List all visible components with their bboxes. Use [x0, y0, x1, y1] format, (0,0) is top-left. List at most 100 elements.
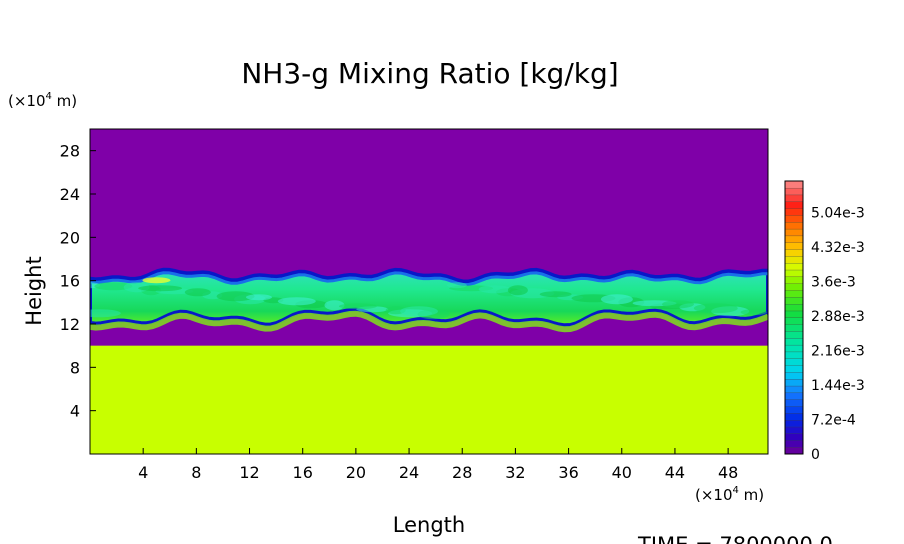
cloud-speckle [90, 277, 768, 333]
chart-title: NH3-g Mixing Ratio [kg/kg] [241, 57, 618, 90]
colorbar-segment [784, 378, 804, 387]
colorbar-segment [784, 392, 804, 400]
cloud-texture [740, 309, 767, 316]
colorbar-segment [784, 385, 804, 394]
colorbar-label: 0 [811, 447, 820, 463]
cloud-texture [478, 285, 511, 294]
colorbar-segment [784, 303, 804, 312]
colorbar-segment [784, 337, 804, 346]
y-tick-label: 20 [60, 228, 80, 247]
time-footer: TIME = 7800000.0 [637, 533, 833, 544]
cloud-texture [693, 303, 738, 314]
colorbar-segment [784, 201, 804, 209]
colorbar-segment [784, 208, 804, 216]
x-tick-label: 12 [239, 463, 259, 482]
colorbar-label: 4.32e-3 [811, 240, 865, 256]
colorbar-segment [784, 221, 804, 230]
x-tick-label: 48 [718, 463, 738, 482]
cloud-texture [184, 288, 211, 297]
y-unit-label: (×104 m) [8, 91, 77, 110]
colorbar-segment [784, 426, 804, 434]
colorbar-segment [784, 406, 804, 414]
colorbar-segment [784, 344, 804, 353]
colorbar-segment [784, 228, 804, 237]
y-tick-label: 12 [60, 315, 80, 334]
cloud-texture [246, 294, 272, 301]
cloud-texture [216, 291, 255, 302]
colorbar-segment [784, 447, 804, 455]
cloud-fringe [90, 310, 768, 333]
colorbar-segment [784, 283, 804, 291]
x-axis-label: Length [393, 513, 465, 537]
x-tick-label: 44 [665, 463, 685, 482]
colorbar-segment [784, 399, 804, 407]
colorbar-segment [784, 290, 804, 298]
colorbar-segment [784, 187, 804, 196]
colorbar-segment [784, 440, 804, 448]
colorbar-segment [784, 317, 804, 325]
cloud-texture [324, 300, 345, 311]
y-tick-label: 16 [60, 272, 80, 291]
cloud-highlight [142, 277, 171, 284]
cloud-layer [90, 267, 768, 328]
x-axis: 4 8 12 16 20 24 28 32 36 40 44 48 [138, 448, 738, 482]
y-axis-label: Height [22, 256, 46, 325]
cloud-top-band [90, 271, 768, 286]
colorbar-segment [784, 194, 804, 202]
colorbar-frame [784, 180, 804, 455]
y-tick-label: 28 [60, 142, 80, 161]
colorbar-segment [784, 433, 804, 441]
colorbar-label: 2.16e-3 [811, 344, 865, 360]
colorbar-label: 3.6e-3 [811, 275, 856, 291]
cloud-texture [94, 282, 133, 291]
colorbar-segment [784, 296, 804, 305]
x-tick-label: 4 [138, 463, 148, 482]
colorbar-segment [784, 269, 804, 278]
y-tick-label: 24 [60, 185, 80, 204]
colorbar-segment [784, 242, 804, 250]
colorbar-labels: 0 7.2e-4 1.44e-3 2.16e-3 2.88e-3 3.6e-3 4.32e-… [811, 206, 865, 463]
x-tick-label: 20 [346, 463, 366, 482]
colorbar-segment [784, 371, 804, 380]
y-axis: 4 8 12 16 20 24 28 [60, 142, 96, 421]
plot-area [90, 129, 768, 454]
cloud-texture [338, 303, 377, 310]
x-unit-label: (×104 m) [695, 485, 764, 504]
cloud-texture [90, 309, 121, 318]
cloud-texture [507, 285, 528, 296]
colorbar-segment [784, 412, 804, 421]
colorbar-segment [784, 180, 804, 189]
x-tick-label: 28 [452, 463, 472, 482]
x-tick-label: 32 [505, 463, 525, 482]
plot-frame [89, 128, 769, 455]
colorbar-segment [784, 255, 804, 264]
x-tick-label: 24 [399, 463, 419, 482]
colorbar-segment [784, 351, 804, 359]
cloud-texture [662, 300, 694, 309]
x-tick-label: 36 [558, 463, 578, 482]
colorbar-segment [784, 262, 804, 271]
colorbar-segment [784, 214, 804, 223]
cloud-texture [600, 294, 633, 305]
lower-layer [90, 345, 768, 454]
cloud-texture [539, 291, 572, 298]
colorbar [784, 180, 804, 455]
colorbar-segment [784, 249, 804, 257]
colorbar-segment [784, 419, 804, 428]
colorbar-segment [784, 358, 804, 366]
x-tick-label: 16 [293, 463, 313, 482]
y-tick-label: 8 [70, 358, 80, 377]
colorbar-label: 1.44e-3 [811, 378, 865, 394]
colorbar-segment [784, 365, 804, 373]
cloud-texture [446, 282, 467, 289]
cloud-texture [138, 285, 183, 292]
colorbar-label: 2.88e-3 [811, 309, 865, 325]
x-tick-label: 40 [612, 463, 632, 482]
colorbar-segment [784, 330, 804, 339]
colorbar-segment [784, 235, 804, 243]
colorbar-segment [784, 324, 804, 332]
colorbar-segment [784, 276, 804, 284]
cloud-texture [277, 297, 316, 306]
colorbar-label: 5.04e-3 [811, 206, 865, 222]
